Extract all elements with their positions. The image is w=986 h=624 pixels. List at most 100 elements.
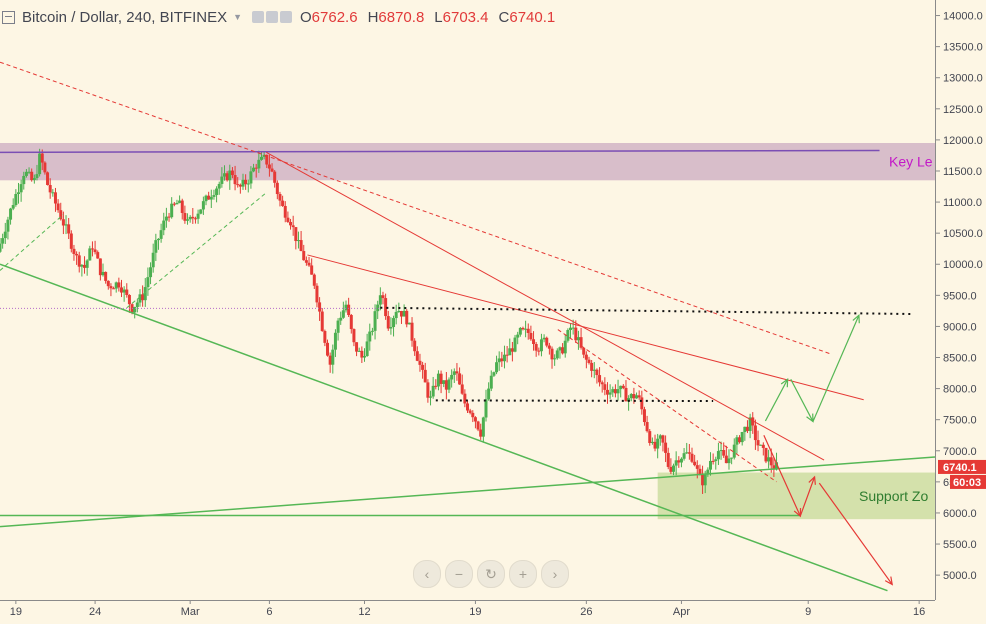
candle-body <box>14 193 18 206</box>
candle <box>730 457 734 465</box>
zoom-in-button[interactable]: + <box>509 560 537 588</box>
candle <box>326 339 330 357</box>
candle <box>687 444 691 460</box>
candle-body <box>611 389 615 393</box>
candle-body <box>16 192 20 194</box>
candle-body <box>180 200 184 213</box>
candle-body <box>695 465 699 469</box>
candle <box>761 442 765 456</box>
scroll-left-button[interactable]: ‹ <box>413 560 441 588</box>
candle <box>598 367 602 387</box>
candle <box>431 376 435 399</box>
candle-body <box>687 452 691 454</box>
candle <box>69 230 73 253</box>
candle-body <box>336 320 340 333</box>
candle-body <box>183 212 187 221</box>
candle-body <box>162 220 166 231</box>
candle <box>156 238 160 250</box>
candle <box>357 347 361 352</box>
candle <box>204 194 208 206</box>
zoom-out-button[interactable]: − <box>445 560 473 588</box>
candle-body <box>151 252 155 268</box>
candle <box>402 304 406 317</box>
candle <box>0 238 2 253</box>
candle <box>193 216 197 224</box>
caret-down-icon[interactable]: ▼ <box>233 12 242 22</box>
candle <box>201 196 205 215</box>
candle <box>473 416 477 429</box>
candle-body <box>96 252 100 259</box>
candle <box>164 207 168 228</box>
green-dashed-channel-1 <box>0 214 64 271</box>
candle <box>450 369 454 388</box>
candle-body <box>421 364 425 370</box>
mid-downtrend <box>307 254 864 401</box>
candle-body <box>584 354 588 360</box>
candle-body <box>46 172 50 186</box>
reset-button[interactable]: ↻ <box>477 560 505 588</box>
candle-body <box>233 175 237 185</box>
candle <box>399 310 403 324</box>
candle <box>563 334 567 358</box>
candle <box>352 328 356 347</box>
scroll-right-button[interactable]: › <box>541 560 569 588</box>
eye-icon[interactable] <box>252 11 264 23</box>
key-level-zone <box>0 143 935 181</box>
candle-body <box>592 369 596 371</box>
candle-body <box>196 213 200 219</box>
candle <box>19 179 23 202</box>
candle-body <box>605 389 609 395</box>
candle <box>434 379 438 390</box>
collapse-icon[interactable] <box>2 10 15 24</box>
candle <box>479 423 483 440</box>
candle <box>539 333 543 357</box>
candle <box>370 327 374 336</box>
candle-body <box>88 248 92 261</box>
candle <box>11 198 15 211</box>
candle-body <box>508 348 512 356</box>
candle-body <box>532 339 536 344</box>
symbol-title[interactable]: Bitcoin / Dollar, 240, BITFINEX <box>22 8 228 26</box>
candle <box>389 317 393 335</box>
candle-body <box>413 340 417 352</box>
candle <box>85 259 89 276</box>
candle-body <box>80 264 84 267</box>
settings-icon[interactable] <box>266 11 278 23</box>
candle-body <box>291 225 295 228</box>
key-level-zone-label: Key Le <box>889 154 933 170</box>
candle-body <box>249 171 253 184</box>
time-axis[interactable]: 19 24 Mar 6 12 19 26 Apr 9 16 <box>0 600 935 619</box>
candle <box>466 399 469 413</box>
candle <box>672 463 676 476</box>
candle-body <box>458 373 462 385</box>
candle <box>138 289 142 307</box>
candle-body <box>373 311 377 331</box>
candle <box>259 152 263 161</box>
close-icon[interactable] <box>280 11 292 23</box>
candle <box>368 323 372 351</box>
candle-body <box>315 285 319 303</box>
candle-body <box>220 176 224 184</box>
x-tick-label: 16 <box>913 606 925 618</box>
candle-body <box>265 154 269 165</box>
candle-body <box>64 224 68 226</box>
candle <box>664 435 668 463</box>
candle <box>413 338 417 356</box>
y-tick-label: 10500.0 <box>943 228 983 240</box>
candle <box>212 189 216 200</box>
candle-body <box>563 340 567 354</box>
candle <box>439 370 443 394</box>
candle <box>582 347 586 359</box>
candle <box>362 348 366 362</box>
candle-body <box>119 287 123 293</box>
candle <box>423 362 427 383</box>
candle-body <box>98 258 102 276</box>
candle <box>645 415 649 433</box>
price-axis[interactable]: 5000.05500.06000.06500.07000.07500.08000… <box>935 0 986 600</box>
candle-body <box>83 264 87 268</box>
candle <box>159 223 163 243</box>
candle <box>608 384 612 399</box>
candle-body <box>571 327 575 329</box>
candle-body <box>156 238 160 241</box>
